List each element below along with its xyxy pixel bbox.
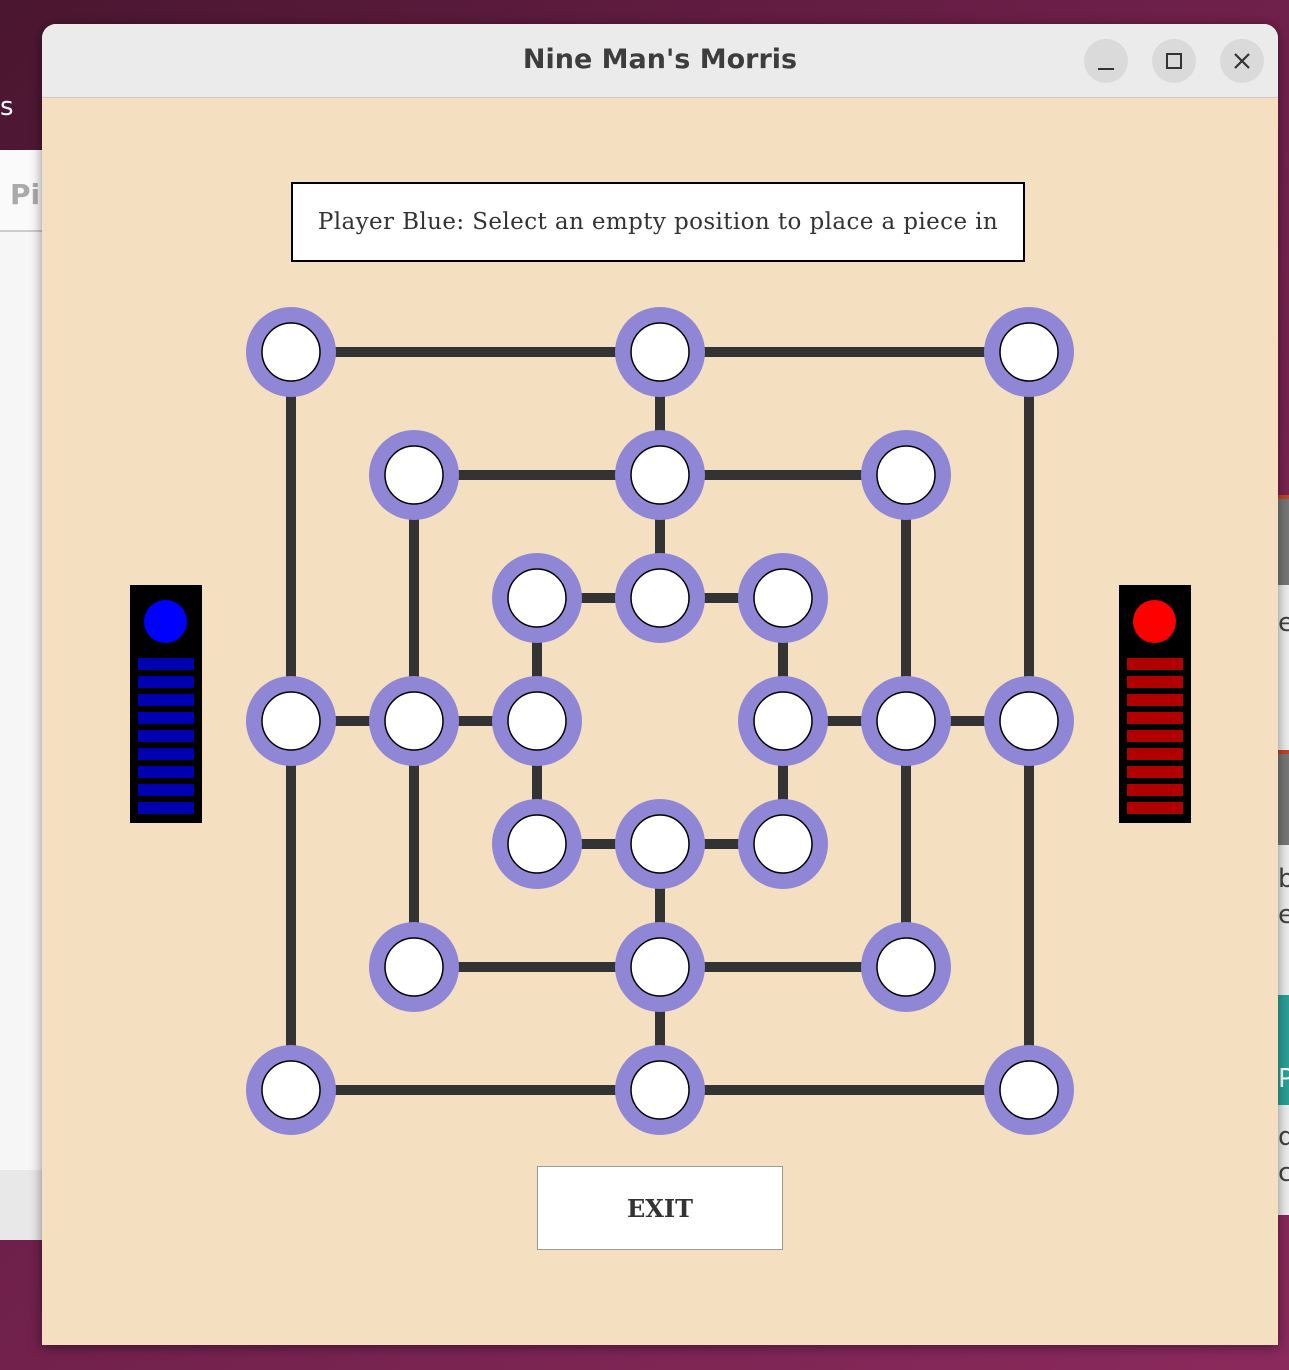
board-position-f6[interactable] bbox=[861, 430, 951, 520]
background-right-text: P bbox=[1278, 1064, 1289, 1094]
blue-remaining-piece bbox=[137, 747, 195, 761]
maximize-button[interactable] bbox=[1152, 39, 1196, 83]
background-panel-right bbox=[1276, 995, 1289, 1105]
close-button[interactable] bbox=[1220, 39, 1264, 83]
blue-remaining-piece bbox=[137, 693, 195, 707]
red-piece-tray bbox=[1119, 585, 1191, 823]
board-position-c4[interactable] bbox=[492, 676, 582, 766]
empty-position-marker[interactable] bbox=[384, 445, 444, 505]
board-positions bbox=[246, 307, 1074, 1135]
empty-position-marker[interactable] bbox=[753, 568, 813, 628]
red-remaining-piece bbox=[1126, 693, 1184, 707]
board-position-b6[interactable] bbox=[369, 430, 459, 520]
empty-position-marker[interactable] bbox=[261, 1060, 321, 1120]
board-position-b4[interactable] bbox=[369, 676, 459, 766]
empty-position-marker[interactable] bbox=[876, 445, 936, 505]
board-position-a7[interactable] bbox=[246, 307, 336, 397]
empty-position-marker[interactable] bbox=[261, 322, 321, 382]
background-panel-right bbox=[1276, 845, 1289, 995]
blue-remaining-piece bbox=[137, 711, 195, 725]
board-position-g7[interactable] bbox=[984, 307, 1074, 397]
blue-remaining-piece bbox=[137, 657, 195, 671]
blue-remaining-piece bbox=[137, 729, 195, 743]
empty-position-marker[interactable] bbox=[507, 568, 567, 628]
background-right-text: e bbox=[1278, 608, 1289, 638]
empty-position-marker[interactable] bbox=[753, 814, 813, 874]
minimize-button[interactable] bbox=[1084, 39, 1128, 83]
red-remaining-piece bbox=[1126, 747, 1184, 761]
empty-position-marker[interactable] bbox=[876, 691, 936, 751]
board-position-a1[interactable] bbox=[246, 1045, 336, 1135]
board-position-e3[interactable] bbox=[738, 799, 828, 889]
background-right-text: d bbox=[1278, 1122, 1289, 1152]
empty-position-marker[interactable] bbox=[630, 568, 690, 628]
board-position-d6[interactable] bbox=[615, 430, 705, 520]
red-player-indicator bbox=[1133, 600, 1176, 643]
board-position-f2[interactable] bbox=[861, 922, 951, 1012]
empty-position-marker[interactable] bbox=[999, 691, 1059, 751]
close-icon bbox=[1234, 53, 1250, 69]
board-position-d5[interactable] bbox=[615, 553, 705, 643]
board-position-d3[interactable] bbox=[615, 799, 705, 889]
background-panel-right bbox=[1276, 585, 1289, 750]
board-position-d2[interactable] bbox=[615, 922, 705, 1012]
red-remaining-piece bbox=[1126, 657, 1184, 671]
window-title: Nine Man's Morris bbox=[522, 44, 798, 75]
red-remaining-piece bbox=[1126, 801, 1184, 815]
board-position-g1[interactable] bbox=[984, 1045, 1074, 1135]
board-position-a4[interactable] bbox=[246, 676, 336, 766]
empty-position-marker[interactable] bbox=[630, 814, 690, 874]
empty-position-marker[interactable] bbox=[630, 1060, 690, 1120]
background-app-text: s bbox=[0, 92, 14, 122]
background-right-text: e bbox=[1278, 900, 1289, 930]
empty-position-marker[interactable] bbox=[384, 691, 444, 751]
blue-remaining-pieces bbox=[137, 657, 195, 819]
board-position-e4[interactable] bbox=[738, 676, 828, 766]
empty-position-marker[interactable] bbox=[999, 322, 1059, 382]
background-tab-label: Pi bbox=[10, 178, 41, 211]
red-remaining-piece bbox=[1126, 729, 1184, 743]
empty-position-marker[interactable] bbox=[999, 1060, 1059, 1120]
empty-position-marker[interactable] bbox=[384, 937, 444, 997]
board-position-g4[interactable] bbox=[984, 676, 1074, 766]
empty-position-marker[interactable] bbox=[507, 691, 567, 751]
empty-position-marker[interactable] bbox=[876, 937, 936, 997]
blue-piece-tray bbox=[130, 585, 202, 823]
background-panel-right bbox=[1276, 1105, 1289, 1215]
board-position-d1[interactable] bbox=[615, 1045, 705, 1135]
red-remaining-piece bbox=[1126, 675, 1184, 689]
blue-player-indicator bbox=[144, 600, 187, 643]
blue-remaining-piece bbox=[137, 783, 195, 797]
board-position-f4[interactable] bbox=[861, 676, 951, 766]
empty-position-marker[interactable] bbox=[753, 691, 813, 751]
blue-remaining-piece bbox=[137, 765, 195, 779]
maximize-icon bbox=[1166, 53, 1182, 69]
blue-remaining-piece bbox=[137, 801, 195, 815]
empty-position-marker[interactable] bbox=[507, 814, 567, 874]
board-position-e5[interactable] bbox=[738, 553, 828, 643]
empty-position-marker[interactable] bbox=[630, 322, 690, 382]
background-panel-right bbox=[1276, 750, 1289, 849]
board-position-c3[interactable] bbox=[492, 799, 582, 889]
board-position-c5[interactable] bbox=[492, 553, 582, 643]
game-board bbox=[246, 307, 1074, 1135]
status-message: Player Blue: Select an empty position to… bbox=[291, 182, 1025, 262]
empty-position-marker[interactable] bbox=[261, 691, 321, 751]
background-right-text: c bbox=[1278, 1158, 1289, 1188]
red-remaining-pieces bbox=[1126, 657, 1184, 819]
background-panel-right bbox=[1276, 495, 1289, 589]
red-remaining-piece bbox=[1126, 783, 1184, 797]
red-remaining-piece bbox=[1126, 765, 1184, 779]
empty-position-marker[interactable] bbox=[630, 445, 690, 505]
empty-position-marker[interactable] bbox=[630, 937, 690, 997]
title-bar[interactable]: Nine Man's Morris bbox=[42, 24, 1278, 98]
red-remaining-piece bbox=[1126, 711, 1184, 725]
blue-remaining-piece bbox=[137, 675, 195, 689]
minimize-icon bbox=[1098, 68, 1114, 70]
background-right-text: b bbox=[1278, 864, 1289, 894]
board-position-d7[interactable] bbox=[615, 307, 705, 397]
game-window: Nine Man's Morris Player Blue: Select an… bbox=[42, 24, 1278, 1345]
board-position-b2[interactable] bbox=[369, 922, 459, 1012]
exit-button[interactable]: EXIT bbox=[537, 1166, 783, 1250]
